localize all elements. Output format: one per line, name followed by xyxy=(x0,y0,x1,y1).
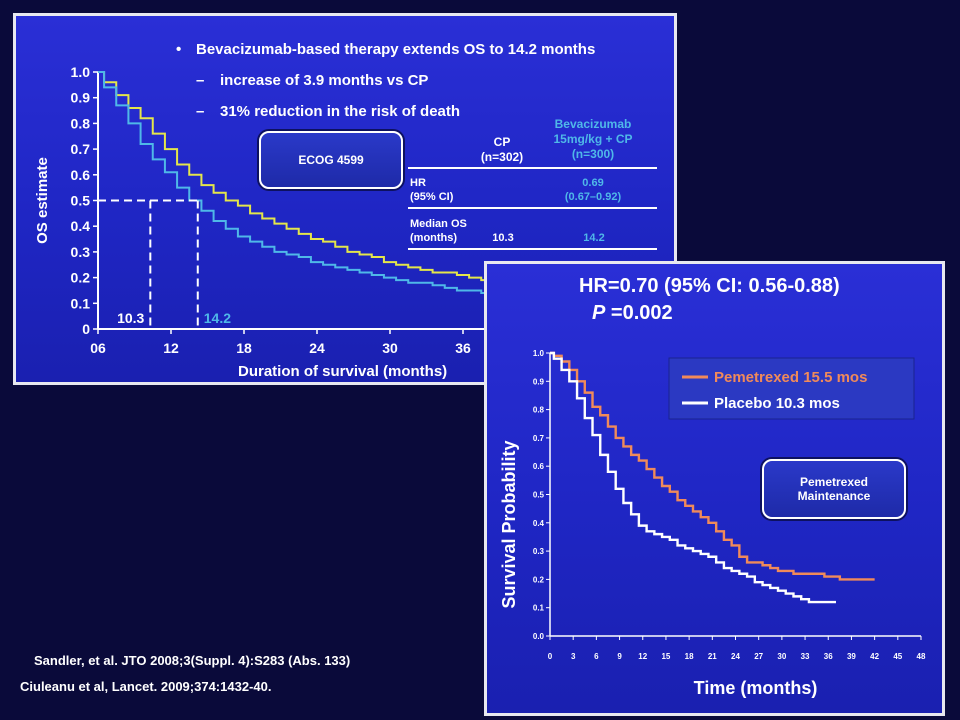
pemetrexed-curve xyxy=(550,351,875,581)
bullet-dot: • xyxy=(176,41,181,58)
pemetrexed-study-label: Pemetrexed Maintenance xyxy=(797,475,871,503)
x-tick-label: 0 xyxy=(548,652,553,661)
table-hr-bev: 0.69 xyxy=(582,177,603,189)
x-tick-label: 6 xyxy=(594,652,599,661)
ecog-chart: 0 0.1 0.2 0.3 0.4 0.5 0.6 0.7 0.8 0.9 1.0 06 12 18 24 3… xyxy=(34,41,657,380)
x-tick-label: 18 xyxy=(236,340,252,356)
y-tick-label: 0.8 xyxy=(71,115,91,131)
y-tick-label: 0.6 xyxy=(71,167,91,183)
x-tick-label: 42 xyxy=(870,652,879,661)
cp-curve xyxy=(98,71,536,302)
legend-box xyxy=(668,357,915,420)
y-tick-label: 0.8 xyxy=(533,406,545,415)
placebo-curve xyxy=(550,351,836,604)
bullet-dash: – xyxy=(196,103,204,120)
ecog-chart-panel: 0 0.1 0.2 0.3 0.4 0.5 0.6 0.7 0.8 0.9 1.0 06 12 18 24 3… xyxy=(13,13,677,385)
y-tick-label: 0.5 xyxy=(533,491,545,500)
legend-label: Pemetrexed 15.5 mos xyxy=(714,369,867,386)
table-row-label: (95% CI) xyxy=(410,191,454,203)
x-tick-label: 27 xyxy=(754,652,763,661)
reference-sandler: Sandler, et al. JTO 2008;3(Suppl. 4):S28… xyxy=(34,653,351,668)
x-tick-label: 9 xyxy=(617,652,622,661)
y-tick-label: 0.9 xyxy=(71,90,91,106)
x-tick-label: 45 xyxy=(893,652,902,661)
x-tick-label: 33 xyxy=(801,652,810,661)
y-tick-label: 0.9 xyxy=(533,377,545,386)
x-tick-label: 15 xyxy=(661,652,670,661)
pemetrexed-chart: 0.00.10.20.30.40.50.60.70.80.91.00 3 6 9 12 1… xyxy=(499,275,926,698)
p-symbol: P xyxy=(592,302,606,324)
reference-ciuleanu: Ciuleanu et al, Lancet. 2009;374:1432-40… xyxy=(20,679,272,694)
y-tick-label: 0.4 xyxy=(533,519,545,528)
hr-annotation: HR=0.70 (95% CI: 0.56-0.88) xyxy=(579,275,840,297)
table-median-cp: 10.3 xyxy=(492,232,513,244)
table-header-bev: (n=300) xyxy=(572,147,614,161)
table-header-cp-n: (n=302) xyxy=(481,150,523,164)
x-tick-label: 24 xyxy=(309,340,325,356)
pemetrexed-chart-panel: 0.0 0.1 0.2 0.3 0.4 0.5 0.6 0.7 0.8 0.9 1.0 0 3 6 9 12 1… xyxy=(484,261,945,716)
bevacizumab-curve xyxy=(98,71,536,292)
x-axis-title: Duration of survival (months) xyxy=(238,363,447,380)
x-tick-label: 21 xyxy=(708,652,717,661)
ecog-study-label: ECOG 4599 xyxy=(298,153,364,167)
x-tick-label: 18 xyxy=(685,652,694,661)
bullet-dash: – xyxy=(196,72,204,89)
y-tick-label: 0.3 xyxy=(533,547,545,556)
y-tick-label: 0.5 xyxy=(71,193,91,209)
pemetrexed-study-callout: Pemetrexed Maintenance xyxy=(762,459,906,519)
y-axis-title: OS estimate xyxy=(34,157,51,244)
x-tick-label: 3 xyxy=(571,652,576,661)
y-tick-label: 0 xyxy=(82,321,90,337)
y-tick-label: 0.4 xyxy=(71,218,91,234)
y-tick-label: 1.0 xyxy=(71,64,91,80)
table-median-bev: 14.2 xyxy=(583,232,604,244)
p-value: =0.002 xyxy=(605,302,672,324)
median-label-cp: 10.3 xyxy=(117,310,144,326)
bullet-sub-2: 31% reduction in the risk of death xyxy=(220,103,460,120)
bullet-sub-1: increase of 3.9 months vs CP xyxy=(220,72,428,89)
legend-label: Placebo 10.3 mos xyxy=(714,395,840,412)
x-tick-label: 30 xyxy=(777,652,786,661)
table-hr-ci-bev: (0.67–0.92) xyxy=(565,191,622,203)
y-tick-label: 0.2 xyxy=(533,575,545,584)
y-tick-label: 0.3 xyxy=(71,244,91,260)
y-tick-label: 0.0 xyxy=(533,632,545,641)
y-tick-label: 0.1 xyxy=(71,295,91,311)
x-axis-title: Time (months) xyxy=(694,678,818,698)
x-tick-label: 12 xyxy=(638,652,647,661)
y-tick-label: 0.2 xyxy=(71,270,91,286)
x-tick-label: 06 xyxy=(90,340,106,356)
bullet-main: Bevacizumab-based therapy extends OS to … xyxy=(196,41,595,58)
y-tick-label: 0.1 xyxy=(533,604,545,613)
x-tick-label: 36 xyxy=(824,652,833,661)
x-tick-label: 30 xyxy=(382,340,398,356)
y-tick-label: 0.6 xyxy=(533,462,545,471)
x-tick-label: 24 xyxy=(731,652,740,661)
x-tick-label: 48 xyxy=(917,652,926,661)
table-header-cp: CP xyxy=(494,135,511,149)
x-tick-label: 36 xyxy=(455,340,471,356)
y-tick-label: 1.0 xyxy=(533,349,545,358)
table-row-label: Median OS xyxy=(410,218,467,230)
x-tick-label: 39 xyxy=(847,652,856,661)
median-label-bev: 14.2 xyxy=(204,310,231,326)
p-value-annotation: P =0.002 xyxy=(592,302,673,324)
table-row-label: (months) xyxy=(410,232,457,244)
x-tick-label: 12 xyxy=(163,340,179,356)
table-row-label: HR xyxy=(410,177,426,189)
table-header-bev: 15mg/kg + CP xyxy=(553,132,632,146)
ecog-study-callout: ECOG 4599 xyxy=(259,131,403,189)
table-header-bev: Bevacizumab xyxy=(555,117,632,131)
y-axis-title: Survival Probability xyxy=(499,440,519,608)
y-tick-label: 0.7 xyxy=(71,141,91,157)
y-tick-label: 0.7 xyxy=(533,434,545,443)
